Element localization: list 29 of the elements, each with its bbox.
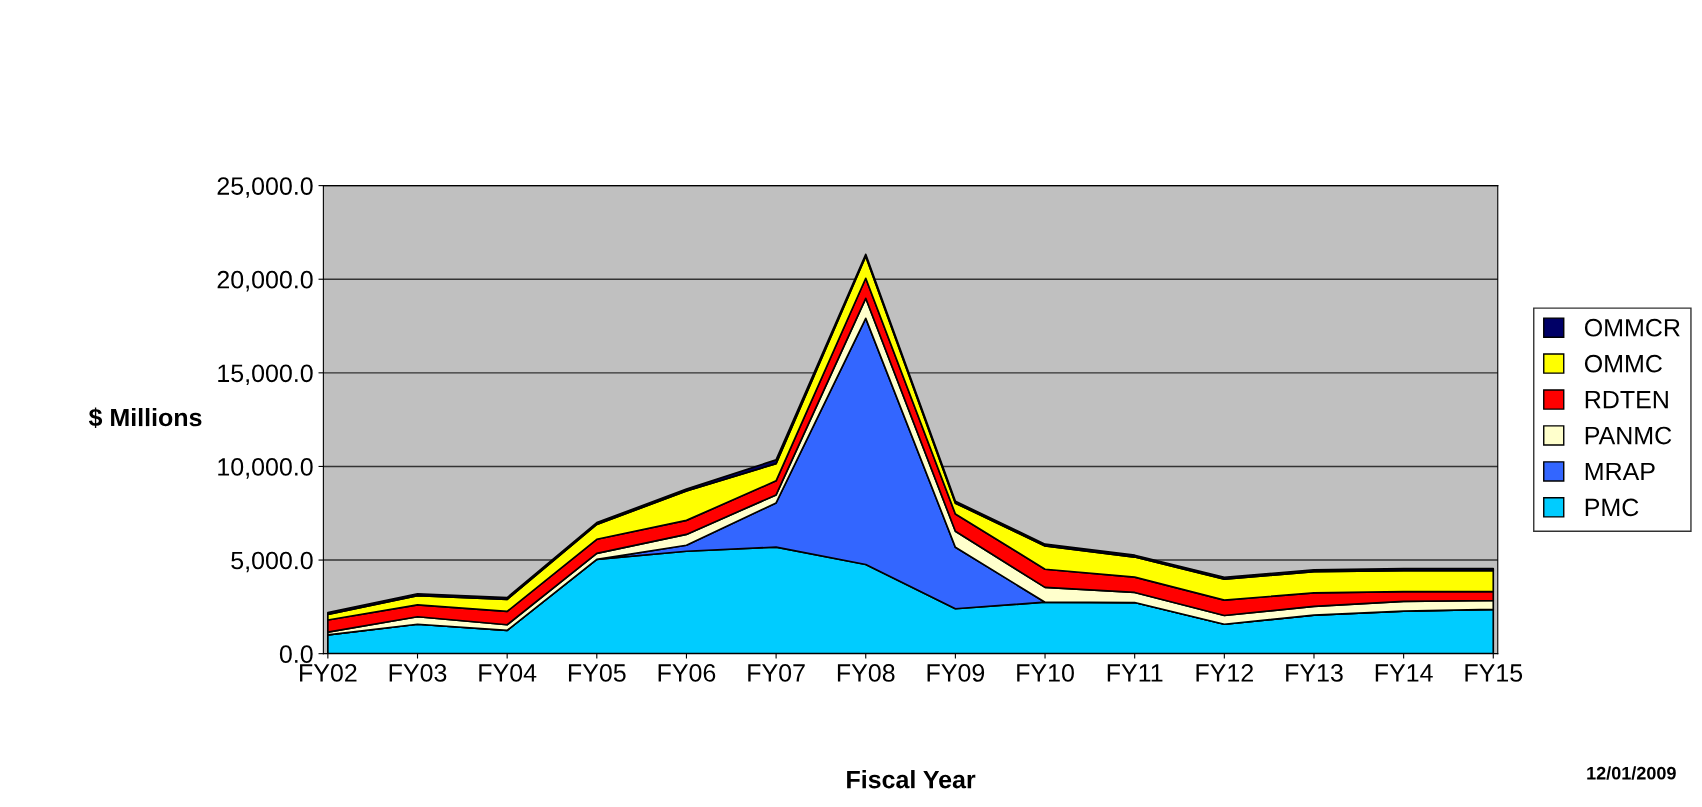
x-tick-label: FY05 [568, 664, 626, 682]
x-tick-label: FY08 [837, 664, 895, 682]
x-tick-label: FY09 [927, 664, 985, 682]
legend-label: OMMC [1584, 354, 1662, 373]
legend-label: PANMC [1585, 426, 1672, 445]
x-tick-label: FY15 [1465, 664, 1523, 682]
x-tick-label: FY11 [1107, 664, 1163, 682]
y-tick-label: 20,000.0 [217, 270, 313, 292]
x-axis-title: Fiscal Year [847, 770, 976, 789]
legend-label: RDTEN [1585, 391, 1668, 409]
y-tick-label: 10,000.0 [218, 458, 313, 479]
text: 12/01/2009 [1587, 766, 1676, 780]
legend-label: MRAP [1585, 462, 1655, 481]
x-tick-label: FY13 [1286, 664, 1343, 682]
legend-label: PMC [1585, 498, 1639, 517]
legend-label: OMMCR [1584, 318, 1680, 337]
x-tick-label: FY06 [658, 664, 716, 682]
y-tick-label: 5,000.0 [231, 551, 313, 573]
x-tick-label: FY14 [1375, 664, 1433, 682]
y-tick-label: 25,000.0 [217, 177, 313, 198]
y-axis-title: $ Millions [88, 407, 202, 428]
x-tick-label: FY07 [748, 664, 805, 682]
x-tick-label: FY04 [479, 664, 537, 682]
x-tick-label: FY12 [1196, 664, 1253, 682]
y-tick-label: 15,000.0 [218, 364, 313, 386]
x-tick-label: FY03 [389, 664, 447, 682]
y-tick-label: 0.0 [279, 645, 313, 663]
x-tick-label: FY10 [1017, 664, 1074, 682]
x-tick-label: FY02 [300, 664, 357, 682]
